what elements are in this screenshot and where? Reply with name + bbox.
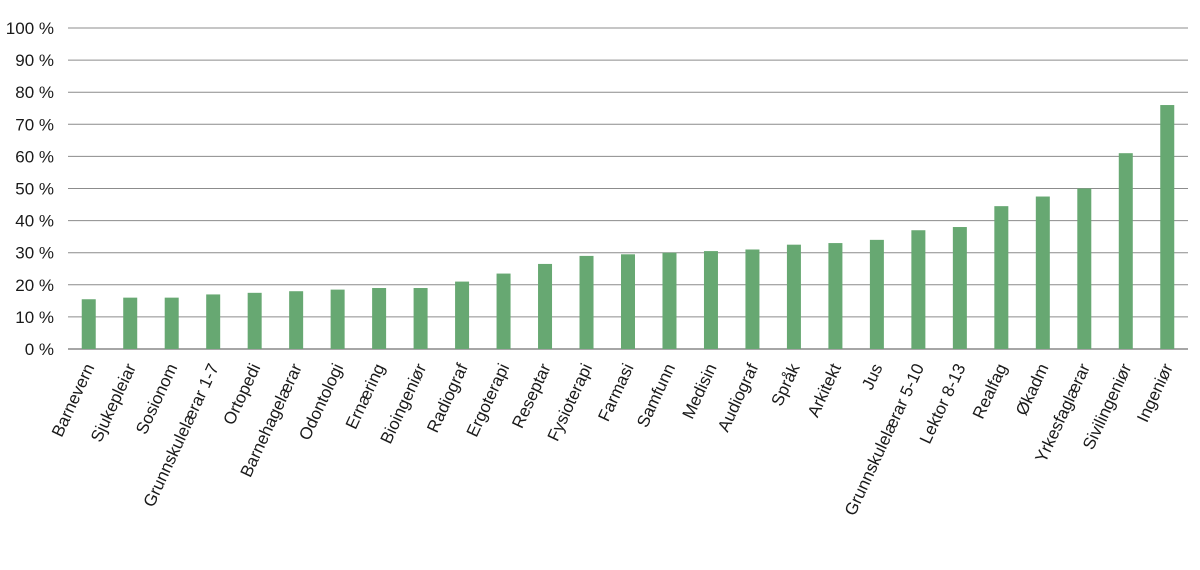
- y-tick-label: 10 %: [15, 308, 54, 327]
- y-tick-label: 80 %: [15, 83, 54, 102]
- bar: [1077, 188, 1092, 349]
- bar: [786, 244, 801, 349]
- bar: [1118, 153, 1133, 349]
- x-category-label: Audiograf: [714, 360, 762, 434]
- bar: [81, 299, 96, 349]
- x-category-label: Ergoterapi: [463, 361, 513, 440]
- x-category-label: Jus: [858, 361, 886, 393]
- bar: [206, 294, 221, 349]
- bar: [123, 297, 138, 349]
- x-category-label: Realfag: [969, 361, 1011, 422]
- bar: [952, 227, 967, 349]
- bar: [413, 288, 428, 349]
- bar: [289, 291, 304, 349]
- bar: [372, 288, 387, 349]
- x-category-label: Ortopedi: [220, 361, 265, 428]
- bar: [247, 292, 262, 349]
- bar: [538, 263, 553, 349]
- bar: [745, 249, 760, 349]
- x-category-label: Arkitekt: [804, 360, 845, 420]
- x-category-label: Språk: [768, 360, 804, 409]
- bar: [579, 255, 594, 349]
- bar: [994, 206, 1009, 349]
- x-category-label: Medisin: [679, 361, 721, 422]
- x-category-label: Farmasi: [594, 361, 637, 425]
- bar: [496, 273, 511, 349]
- y-tick-label: 90 %: [15, 51, 54, 70]
- x-category-label: Sosionom: [132, 361, 181, 438]
- x-category-label: Radiograf: [423, 360, 471, 435]
- x-category-label: Økadm: [1012, 361, 1052, 419]
- x-category-label: Ingeniør: [1133, 360, 1177, 425]
- y-tick-label: 100 %: [6, 19, 54, 38]
- y-tick-label: 60 %: [15, 147, 54, 166]
- x-category-label: Samfunn: [633, 361, 679, 431]
- y-tick-label: 70 %: [15, 115, 54, 134]
- y-tick-label: 0 %: [25, 340, 54, 359]
- y-axis-tick-labels: 0 % 10 % 20 % 30 % 40 % 50 % 60 % 70 % 80 % 90 % 1…: [6, 19, 54, 359]
- x-category-label: Grunnskulelærar 1-7: [140, 361, 223, 510]
- bar: [703, 251, 718, 349]
- y-tick-label: 20 %: [15, 276, 54, 295]
- bar: [869, 239, 884, 349]
- bar: [1160, 105, 1175, 349]
- y-tick-label: 50 %: [15, 180, 54, 199]
- x-category-label: Reseptar: [508, 360, 555, 431]
- bar: [164, 297, 179, 349]
- bar: [911, 230, 926, 349]
- bar: [621, 254, 635, 349]
- bar: [455, 281, 470, 349]
- x-category-label: Ernæring: [342, 361, 389, 432]
- bars: [81, 105, 1175, 349]
- bar: [662, 252, 677, 349]
- y-tick-label: 40 %: [15, 212, 54, 231]
- bar: [330, 289, 345, 349]
- bar: [828, 243, 843, 349]
- x-category-label: Grunnskulelærar 5-10: [841, 361, 928, 519]
- bar: [1035, 196, 1050, 349]
- y-tick-label: 30 %: [15, 244, 54, 263]
- x-axis-category-labels: BarnevernSjukepleiarSosionomGrunnskulelæ…: [48, 360, 1177, 518]
